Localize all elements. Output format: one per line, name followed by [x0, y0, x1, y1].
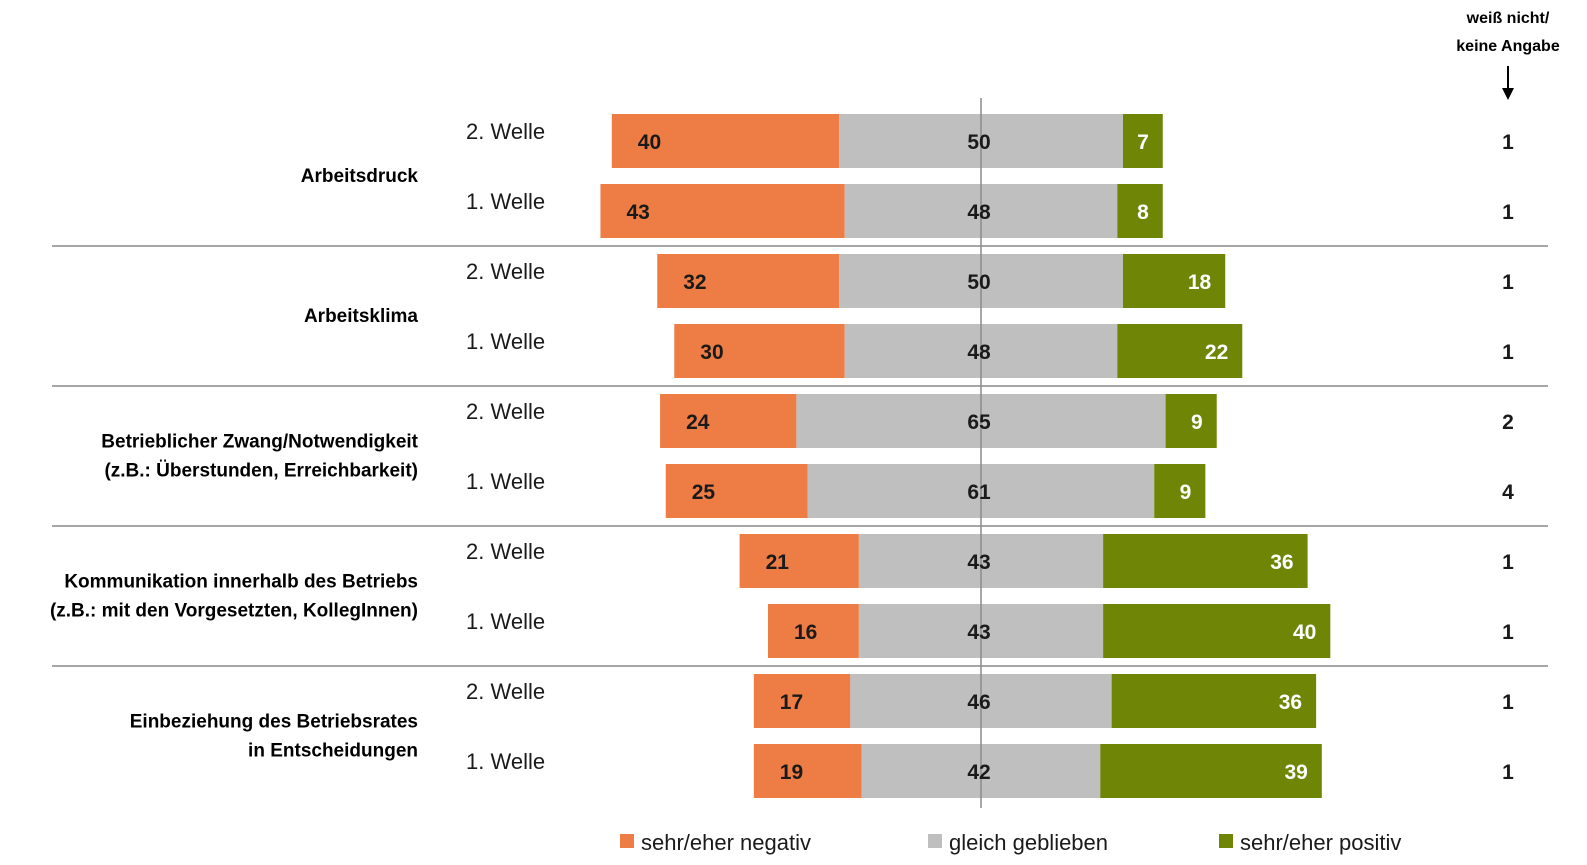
bar-negativ: [665, 464, 808, 518]
dont-know-header-line: keine Angabe: [1456, 38, 1560, 55]
bar-positiv: [1117, 324, 1243, 378]
bar-positiv: [1123, 114, 1163, 168]
value-label-positiv: 8: [1137, 201, 1149, 224]
value-label-keine-angabe: 4: [1502, 481, 1514, 504]
value-label-positiv: 9: [1191, 411, 1203, 434]
bar-negativ: [753, 674, 851, 728]
bars: [600, 114, 1331, 798]
wave-label: 2. Welle: [466, 119, 545, 144]
legend-label: gleich geblieben: [949, 830, 1108, 855]
value-label-negativ: 24: [686, 411, 710, 434]
bar-positiv: [1154, 464, 1206, 518]
group-label: Arbeitsdruck: [301, 166, 419, 187]
value-label-gleich: 43: [967, 551, 990, 574]
value-label-keine-angabe: 1: [1502, 131, 1514, 154]
wave-label: 2. Welle: [466, 259, 545, 284]
bar-negativ: [660, 394, 797, 448]
value-label-keine-angabe: 1: [1502, 621, 1514, 644]
value-label-positiv: 7: [1137, 131, 1149, 154]
group-label: (z.B.: mit den Vorgesetzten, KollegInnen…: [50, 601, 418, 622]
wave-label: 1. Welle: [466, 469, 545, 494]
bar-positiv: [1165, 394, 1217, 448]
value-label-gleich: 42: [967, 761, 990, 784]
value-label-negativ: 17: [780, 691, 803, 714]
value-label-keine-angabe: 2: [1502, 411, 1514, 434]
bar-positiv: [1117, 184, 1163, 238]
bar-positiv: [1111, 674, 1317, 728]
bar-negativ: [657, 254, 839, 308]
labels: Arbeitsdruck 2. Welle 40 50 7 1 1. Welle 43 48 8 1…: [50, 119, 1514, 784]
value-label-gleich: 50: [967, 131, 990, 154]
wave-label: 1. Welle: [466, 329, 545, 354]
bar-negativ: [611, 114, 839, 168]
value-label-gleich: 48: [967, 341, 991, 364]
bar-positiv: [1103, 534, 1308, 588]
value-label-gleich: 50: [967, 271, 990, 294]
legend: sehr/eher negativ gleich geblieben sehr/eh…: [620, 830, 1401, 855]
wave-label: 2. Welle: [466, 679, 545, 704]
value-label-negativ: 30: [700, 341, 723, 364]
value-label-positiv: 40: [1293, 621, 1316, 644]
value-label-keine-angabe: 1: [1502, 761, 1514, 784]
value-label-keine-angabe: 1: [1502, 341, 1514, 364]
dont-know-header: weiß nicht/keine Angabe: [1456, 10, 1560, 100]
bar-positiv: [1103, 604, 1331, 658]
legend-swatch: [1219, 834, 1233, 848]
value-label-positiv: 18: [1188, 271, 1212, 294]
value-label-gleich: 61: [967, 481, 991, 504]
value-label-keine-angabe: 1: [1502, 691, 1514, 714]
value-label-positiv: 22: [1205, 341, 1228, 364]
group-label: (z.B.: Überstunden, Erreichbarkeit): [104, 461, 418, 482]
value-label-gleich: 48: [967, 201, 991, 224]
bar-negativ: [674, 324, 845, 378]
value-label-positiv: 36: [1279, 691, 1302, 714]
group-label: in Entscheidungen: [248, 741, 418, 762]
value-label-gleich: 43: [967, 621, 990, 644]
value-label-keine-angabe: 1: [1502, 551, 1514, 574]
value-label-keine-angabe: 1: [1502, 271, 1514, 294]
wave-label: 1. Welle: [466, 189, 545, 214]
wave-label: 1. Welle: [466, 749, 545, 774]
down-arrow-head-icon: [1502, 88, 1514, 100]
bar-positiv: [1100, 744, 1322, 798]
bar-negativ: [739, 534, 859, 588]
value-label-negativ: 43: [626, 201, 649, 224]
wave-label: 2. Welle: [466, 539, 545, 564]
bar-negativ: [768, 604, 859, 658]
group-label: Kommunikation innerhalb des Betriebs: [64, 572, 418, 593]
dont-know-header-line: weiß nicht/: [1466, 10, 1550, 27]
value-label-positiv: 9: [1180, 481, 1192, 504]
legend-swatch: [620, 834, 634, 848]
legend-label: sehr/eher negativ: [641, 830, 811, 855]
legend-label: sehr/eher positiv: [1240, 830, 1401, 855]
value-label-negativ: 21: [766, 551, 790, 574]
value-label-gleich: 65: [967, 411, 991, 434]
bar-positiv: [1123, 254, 1226, 308]
bar-negativ: [753, 744, 862, 798]
value-label-negativ: 16: [794, 621, 817, 644]
value-label-negativ: 25: [692, 481, 716, 504]
value-label-gleich: 46: [967, 691, 990, 714]
legend-swatch: [928, 834, 942, 848]
value-label-negativ: 40: [638, 131, 661, 154]
group-label: Arbeitsklima: [304, 306, 418, 327]
value-label-negativ: 32: [683, 271, 706, 294]
wave-label: 2. Welle: [466, 399, 545, 424]
value-label-negativ: 19: [780, 761, 803, 784]
bar-negativ: [600, 184, 845, 238]
value-label-keine-angabe: 1: [1502, 201, 1514, 224]
wave-label: 1. Welle: [466, 609, 545, 634]
group-label: Einbeziehung des Betriebsrates: [130, 712, 418, 733]
value-label-positiv: 36: [1270, 551, 1293, 574]
group-dividers: [52, 245, 1548, 667]
group-label: Betrieblicher Zwang/Notwendigkeit: [101, 432, 418, 453]
value-label-positiv: 39: [1284, 761, 1307, 784]
